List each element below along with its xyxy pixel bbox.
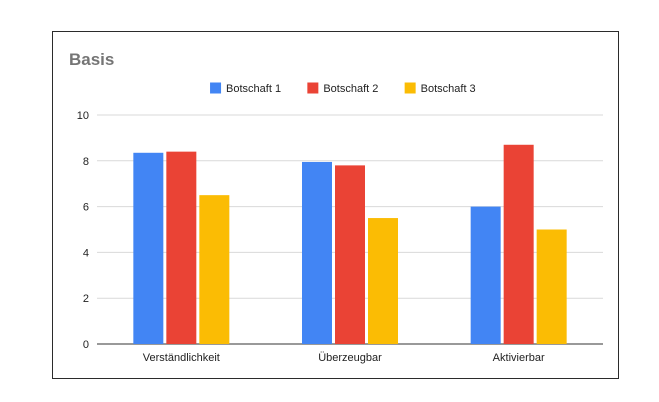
y-tick-label: 8	[83, 156, 89, 168]
bar	[302, 161, 332, 344]
y-tick-label: 0	[83, 339, 89, 351]
bar	[470, 206, 501, 344]
bar	[133, 152, 164, 344]
legend-swatch	[210, 82, 222, 94]
chart-title: Basis	[69, 50, 115, 69]
y-tick-label: 6	[83, 202, 89, 214]
legend-swatch	[307, 82, 319, 94]
chart-frame: Basis 0 2 4 6 8 10 Verständlichkeit Überzeugbar…	[52, 31, 619, 379]
bar	[503, 144, 534, 344]
y-tick-label: 10	[77, 110, 89, 122]
legend-label: Botschaft 2	[323, 83, 378, 95]
legend-label: Botschaft 1	[226, 83, 281, 95]
bar	[335, 165, 365, 344]
legend-swatch	[404, 82, 416, 94]
bar	[536, 229, 567, 344]
y-tick-label: 4	[83, 247, 89, 259]
bar	[199, 195, 230, 344]
bar	[166, 151, 197, 344]
x-tick-label: Aktivierbar	[493, 352, 545, 364]
bar	[368, 218, 398, 344]
legend-label: Botschaft 3	[421, 83, 476, 95]
bar-chart: 0 2 4 6 8 10 Verständlichkeit Überzeugbar Aktivi…	[77, 82, 603, 364]
x-tick-label: Verständlichkeit	[143, 352, 220, 364]
y-tick-label: 2	[83, 293, 89, 305]
x-tick-label: Überzeugbar	[318, 352, 382, 364]
